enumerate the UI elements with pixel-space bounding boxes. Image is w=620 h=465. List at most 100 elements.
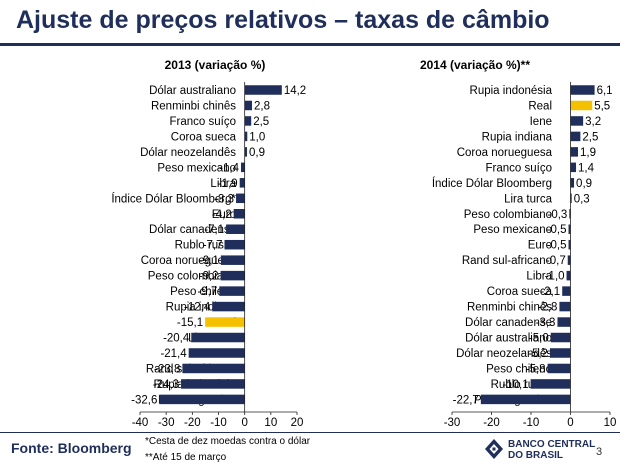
c2013-bar — [244, 85, 282, 95]
c2013-value-label: -21,4 — [160, 348, 187, 360]
c2013-bar — [241, 162, 245, 173]
c2013-bar — [224, 239, 245, 250]
logo-line-1: BANCO CENTRAL — [508, 439, 596, 450]
c2014-bar — [570, 193, 572, 204]
c2013-bar — [212, 301, 245, 312]
c2013-x-tick-label: -20 — [184, 417, 201, 429]
c2014-bar — [570, 85, 595, 95]
c2013-value-label: -9,7 — [197, 286, 217, 298]
c2014-x-tick-label: 10 — [604, 417, 617, 429]
c2013-value-label: -23,8 — [154, 363, 180, 375]
c2013-value-label: -15,1 — [177, 317, 203, 329]
banco-central-logo-text: BANCO CENTRAL DO BRASIL — [508, 439, 595, 461]
source-label: Fonte: Bloomberg — [11, 440, 132, 456]
footer-divider — [0, 432, 620, 433]
c2014-bar — [570, 116, 584, 126]
c2013-value-label: -4,2 — [212, 209, 232, 221]
c2014-value-label: -5,0 — [529, 333, 549, 345]
c2013-bar — [205, 317, 245, 327]
chart-2013: 2013 (variação %) Dólar australiano 14,2 Re… — [111, 58, 306, 429]
c2014-value-label: 0,3 — [574, 193, 590, 205]
c2014-x-tick-label: -30 — [444, 417, 461, 429]
c2013-bar — [188, 348, 245, 358]
c2014-bar — [547, 363, 571, 374]
c2014-category-label: Dólar neozelandês — [456, 348, 552, 360]
c2013-bar — [182, 363, 245, 374]
c2013-x-tick-label: -30 — [158, 417, 175, 429]
c2013-category-label: Dólar australiano — [149, 85, 236, 97]
c2014-bar — [570, 147, 579, 157]
c2013-category-label: Euro — [212, 209, 236, 221]
c2013-category-label: Franco suíço — [170, 116, 236, 128]
c2014-bar — [562, 286, 571, 296]
c2014-value-label: 1,9 — [580, 147, 596, 159]
c2013-category-label: Renminbi chinês — [151, 100, 236, 112]
c2014-category-label: Coroa sueca — [487, 286, 553, 298]
c2013-category-label: Coroa norueguesa — [141, 255, 237, 267]
c2014-category-label: Iene — [530, 116, 552, 128]
slide-title: Ajuste de preços relativos – taxas de câ… — [16, 6, 550, 34]
c2014-value-label: 1,4 — [578, 162, 595, 174]
c2014-value-label: -2,1 — [540, 286, 560, 298]
c2013-category-label: Índice Dólar Bloomberg* — [111, 192, 236, 205]
c2013-bar — [233, 209, 245, 219]
c2013-value-label: -24,3 — [153, 379, 179, 391]
c2014-value-label: 2,5 — [582, 131, 598, 143]
banco-central-logo: BANCO CENTRAL DO BRASIL — [484, 437, 595, 463]
c2014-category-label: Franco suíço — [486, 162, 552, 174]
c2013-category-label: Peso mexicano — [157, 162, 236, 174]
c2014-category-label: Real — [528, 100, 552, 112]
c2014-bar — [530, 379, 571, 389]
c2013-value-label: -12,4 — [184, 302, 211, 314]
c2014-category-label: Dólar canadense — [465, 317, 552, 329]
c2014-x-tick-label: -10 — [523, 417, 540, 429]
c2013-bar — [244, 116, 252, 126]
c2013-value-label: -7,7 — [203, 240, 223, 252]
c2013-x-tick-label: 10 — [264, 417, 277, 429]
c2014-x-tick-label: 0 — [567, 417, 573, 429]
c2013-bar — [159, 394, 245, 405]
c2014-value-label: 3,2 — [585, 116, 601, 128]
c2014-value-label: 5,5 — [594, 100, 610, 112]
c2014-bar — [549, 348, 571, 358]
c2014-bar — [559, 301, 571, 312]
c2014-category-label: Rupia indonésia — [470, 85, 553, 97]
c2014-category-label: Peso mexicano — [473, 224, 552, 236]
c2013-x-tick-label: 0 — [241, 417, 247, 429]
c2014-value-label: -10,1 — [502, 379, 528, 391]
c2013-value-label: 0,9 — [249, 147, 265, 159]
c2013-value-label: -9,1 — [199, 255, 219, 267]
c2014-value-label: -5,2 — [528, 348, 548, 360]
c2014-bar — [480, 394, 571, 405]
c2014-bar — [566, 270, 571, 281]
c2013-bar — [226, 224, 245, 234]
c2014-bar — [557, 317, 571, 327]
banco-central-logo-mark — [485, 439, 503, 459]
c2013-x-tick-label: 20 — [291, 417, 304, 429]
c2014-category-label: Peso colombiano — [464, 209, 552, 221]
c2013-bar — [220, 255, 245, 265]
c2014-category-label: Rupia indiana — [482, 131, 553, 143]
c2013-bar — [244, 147, 248, 157]
c2014-bar — [568, 224, 571, 234]
c2013-category-label: Libra — [210, 178, 236, 190]
c2013-bar — [191, 332, 245, 343]
c2013-value-label: 2,8 — [254, 100, 270, 112]
c2014-value-label: -1,0 — [545, 271, 565, 283]
c2014-bar — [570, 178, 575, 188]
c2013-bar — [220, 270, 245, 281]
c2014-bar — [568, 239, 571, 250]
c2013-bar — [244, 100, 252, 111]
chart-2014: 2014 (variação %)** Rupia indonésia 6,1 Rea… — [420, 58, 617, 429]
c2014-bar — [570, 100, 593, 111]
c2014-category-label: Dólar australiano — [465, 333, 552, 345]
c2014-value-label: -0,5 — [547, 224, 567, 236]
c2013-title: 2013 (variação %) — [165, 58, 266, 72]
c2014-value-label: -0,3 — [547, 209, 567, 221]
c2013-bar — [236, 193, 245, 204]
footnote-date: **Até 15 de março — [145, 452, 227, 463]
c2013-category-label: Dólar canadense — [149, 224, 236, 236]
c2013-value-label: 2,5 — [253, 116, 269, 128]
c2013-category-label: Coroa sueca — [171, 131, 237, 143]
logo-line-2: DO BRASIL — [508, 450, 563, 461]
